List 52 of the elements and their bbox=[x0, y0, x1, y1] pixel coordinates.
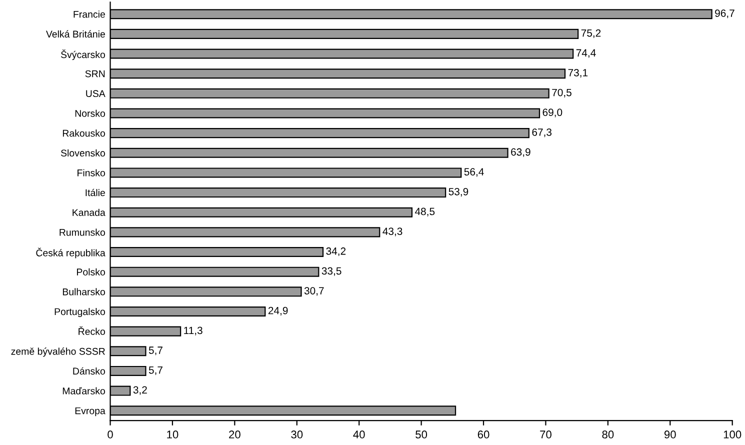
y-tick-label: Švýcarsko bbox=[61, 50, 105, 60]
y-tick-label: Řecko bbox=[78, 326, 105, 335]
y-tick-label: USA bbox=[86, 90, 106, 98]
y-tick-label: Polsko bbox=[77, 268, 105, 276]
y-tick-label: Itálie bbox=[86, 188, 105, 196]
y-tick-label: země bývalého SSSR bbox=[11, 348, 105, 357]
x-tick-label: 10 bbox=[167, 430, 178, 438]
data-label: 70,5 bbox=[552, 88, 572, 98]
data-label: 53,9 bbox=[448, 188, 468, 197]
data-label: 56,4 bbox=[464, 168, 484, 177]
y-tick-label: Rumunsko bbox=[60, 228, 105, 236]
y-tick-label: Norsko bbox=[75, 110, 105, 117]
y-tick-label: Česká republika bbox=[36, 248, 106, 258]
x-tick-label: 20 bbox=[229, 430, 240, 438]
x-tick-label: 100 bbox=[724, 430, 742, 438]
data-label: 5,7 bbox=[148, 346, 162, 356]
data-label: 74,4 bbox=[576, 49, 596, 58]
y-tick-label: Francie bbox=[74, 10, 105, 18]
x-tick-label: 70 bbox=[540, 430, 552, 438]
y-tick-label: Bulharsko bbox=[62, 288, 105, 296]
data-label: 30,7 bbox=[304, 287, 324, 296]
x-tick-label: 0 bbox=[108, 430, 113, 438]
y-tick-label: Dánsko bbox=[73, 367, 105, 375]
data-label: 33,5 bbox=[322, 267, 342, 276]
y-tick-label: Evropa bbox=[75, 407, 106, 416]
x-tick-label: 40 bbox=[353, 430, 365, 438]
data-label: 63,9 bbox=[511, 148, 530, 157]
y-tick-label: Rakousko bbox=[62, 130, 105, 137]
x-tick-label: 30 bbox=[291, 430, 303, 438]
y-tick-label: Finsko bbox=[78, 169, 105, 176]
data-label: 11,3 bbox=[184, 326, 202, 336]
y-tick-label: Velká Británie bbox=[46, 30, 105, 38]
x-tick-label: 50 bbox=[416, 430, 428, 438]
data-label: 67,3 bbox=[532, 128, 552, 138]
x-tick-label: 60 bbox=[478, 430, 490, 438]
y-tick-label: Portugalsko bbox=[54, 308, 105, 318]
data-label: 34,2 bbox=[326, 247, 346, 256]
data-label: 73,1 bbox=[568, 69, 588, 78]
y-tick-label: Kanada bbox=[72, 208, 106, 216]
data-label: 48,5 bbox=[414, 208, 435, 216]
y-tick-label: SRN bbox=[85, 70, 105, 78]
data-label: 5,7 bbox=[148, 366, 162, 375]
data-label: 75,2 bbox=[581, 29, 601, 38]
x-tick-label: 80 bbox=[602, 430, 614, 438]
data-label: 96,7 bbox=[715, 10, 734, 18]
y-tick-label: Slovensko bbox=[60, 149, 105, 157]
data-label: 69,0 bbox=[542, 108, 562, 118]
y-tick-label: Maďarsko bbox=[62, 387, 105, 394]
data-label: 24,9 bbox=[268, 306, 288, 316]
data-label: 3,2 bbox=[133, 386, 147, 395]
x-tick-label: 90 bbox=[664, 430, 676, 438]
data-label: 43,3 bbox=[382, 228, 402, 236]
